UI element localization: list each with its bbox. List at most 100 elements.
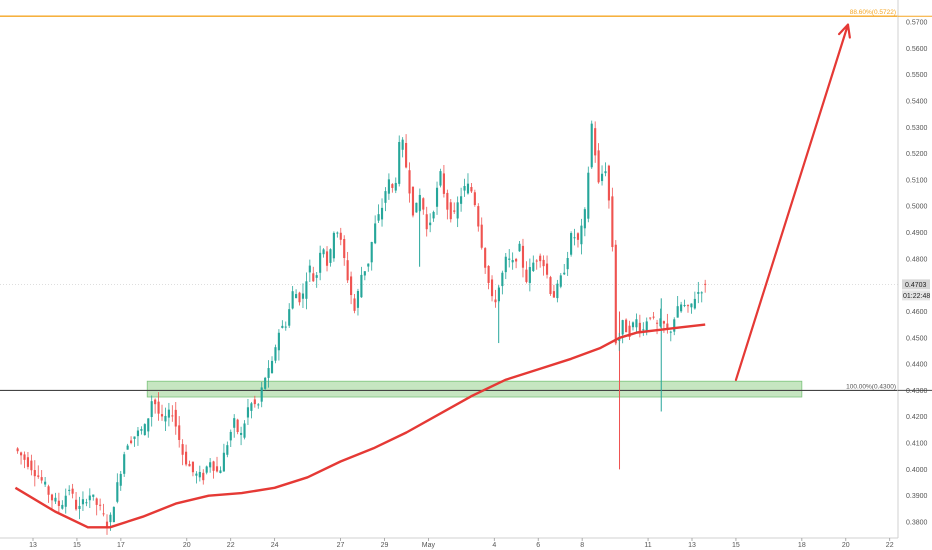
support-zone xyxy=(146,380,803,398)
candle-body xyxy=(195,473,198,476)
candle-body xyxy=(50,494,54,501)
x-tick-label: 24 xyxy=(271,542,279,549)
candle-body xyxy=(188,463,191,467)
candle-body xyxy=(642,329,645,331)
forecast-arrow-shaft[interactable] xyxy=(734,23,850,381)
candle-body xyxy=(319,252,322,273)
y-tick-label: 0.3800 xyxy=(906,520,928,527)
current-price-tag xyxy=(902,279,930,290)
candle-body xyxy=(308,265,311,273)
candle-body xyxy=(576,233,580,240)
candle-body xyxy=(449,202,452,220)
candle-body xyxy=(652,316,655,318)
candle-body xyxy=(374,223,377,244)
y-tick-label: 0.5000 xyxy=(906,204,928,211)
candle-body xyxy=(150,401,153,418)
candle-body xyxy=(19,452,23,456)
candle-body xyxy=(140,429,143,431)
y-tick-label: 0.4200 xyxy=(906,414,928,421)
candle-body xyxy=(600,173,604,182)
candle-body xyxy=(573,237,576,239)
candle-body xyxy=(336,232,339,234)
fib-level-label: 88.60%(0.5722) xyxy=(850,9,896,16)
candle-body xyxy=(325,251,329,266)
candle-body xyxy=(126,445,129,450)
candle-body xyxy=(119,473,122,486)
candle-body xyxy=(380,207,384,220)
candle-body xyxy=(109,514,112,523)
candle-body xyxy=(625,319,628,333)
candle-body xyxy=(167,409,170,418)
candle-body xyxy=(583,209,586,229)
candle-body xyxy=(693,298,696,309)
candle-body xyxy=(212,461,215,471)
candle-body xyxy=(363,271,366,276)
x-tick-label: 15 xyxy=(73,542,81,549)
candle-body xyxy=(662,321,665,324)
candle-body xyxy=(563,272,566,275)
candle-body xyxy=(343,239,346,259)
candle-body xyxy=(532,262,535,271)
candle-body xyxy=(301,293,305,299)
y-tick-label: 0.4300 xyxy=(906,388,928,395)
candle-body xyxy=(473,192,476,206)
candle-body xyxy=(157,401,160,414)
candle-body xyxy=(198,471,201,478)
candle-body xyxy=(202,472,205,481)
candle-body xyxy=(511,260,514,263)
candle-body xyxy=(350,276,353,296)
candle-body xyxy=(353,298,356,311)
candle-body xyxy=(112,507,115,523)
candle-body xyxy=(243,423,246,438)
y-tick-label: 0.4500 xyxy=(906,335,928,342)
candle-body xyxy=(81,499,85,505)
candle-body xyxy=(515,258,518,262)
x-tick-label: 22 xyxy=(886,542,894,549)
forecast-arrow-head xyxy=(837,23,851,39)
candle-body xyxy=(611,196,614,248)
candle-body xyxy=(23,454,26,460)
x-tick-label: 6 xyxy=(536,542,540,549)
candle-body xyxy=(171,415,174,417)
candle-body xyxy=(229,431,232,441)
candle-body xyxy=(191,461,195,473)
x-tick-label: 4 xyxy=(492,542,496,549)
candle-body xyxy=(422,198,425,210)
y-tick-label: 0.5400 xyxy=(906,98,928,105)
candle-body xyxy=(281,325,284,328)
candle-body xyxy=(429,222,432,226)
candle-body xyxy=(401,139,404,150)
candle-body xyxy=(160,414,164,417)
candle-body xyxy=(267,368,270,378)
candle-body xyxy=(270,360,274,374)
candle-body xyxy=(645,321,648,333)
candle-body xyxy=(85,502,88,504)
candle-body xyxy=(16,448,19,452)
x-tick-label: 20 xyxy=(842,542,850,549)
y-tick-label: 0.4000 xyxy=(906,467,928,474)
candle-body xyxy=(315,275,318,278)
candle-body xyxy=(257,404,260,406)
price-axis[interactable]: 0.3800 0.3900 0.4000 0.4100 0.4200 0.4300 0.44… xyxy=(897,0,928,538)
time-axis[interactable]: 13 15 17 20 22 24 27 29 May 4 6 8 11 13 15 18 20 22 xyxy=(0,537,898,549)
candle-body xyxy=(614,244,617,344)
candle-body xyxy=(683,305,686,307)
x-tick-label: 22 xyxy=(227,542,235,549)
candle-wicks xyxy=(419,206,662,470)
candle-body xyxy=(233,418,236,428)
candle-body xyxy=(102,513,105,515)
candle-body xyxy=(356,291,360,308)
candle-body xyxy=(329,249,332,263)
candle-body xyxy=(680,304,683,312)
candle-body xyxy=(391,184,394,188)
candle-body xyxy=(697,291,700,294)
candle-body xyxy=(549,277,552,294)
candle-body xyxy=(74,499,78,510)
moving-average-line[interactable] xyxy=(14,323,706,529)
candle-body xyxy=(525,269,528,282)
candle-body xyxy=(501,272,504,287)
candle-body xyxy=(33,470,36,477)
candle-body xyxy=(78,505,81,509)
